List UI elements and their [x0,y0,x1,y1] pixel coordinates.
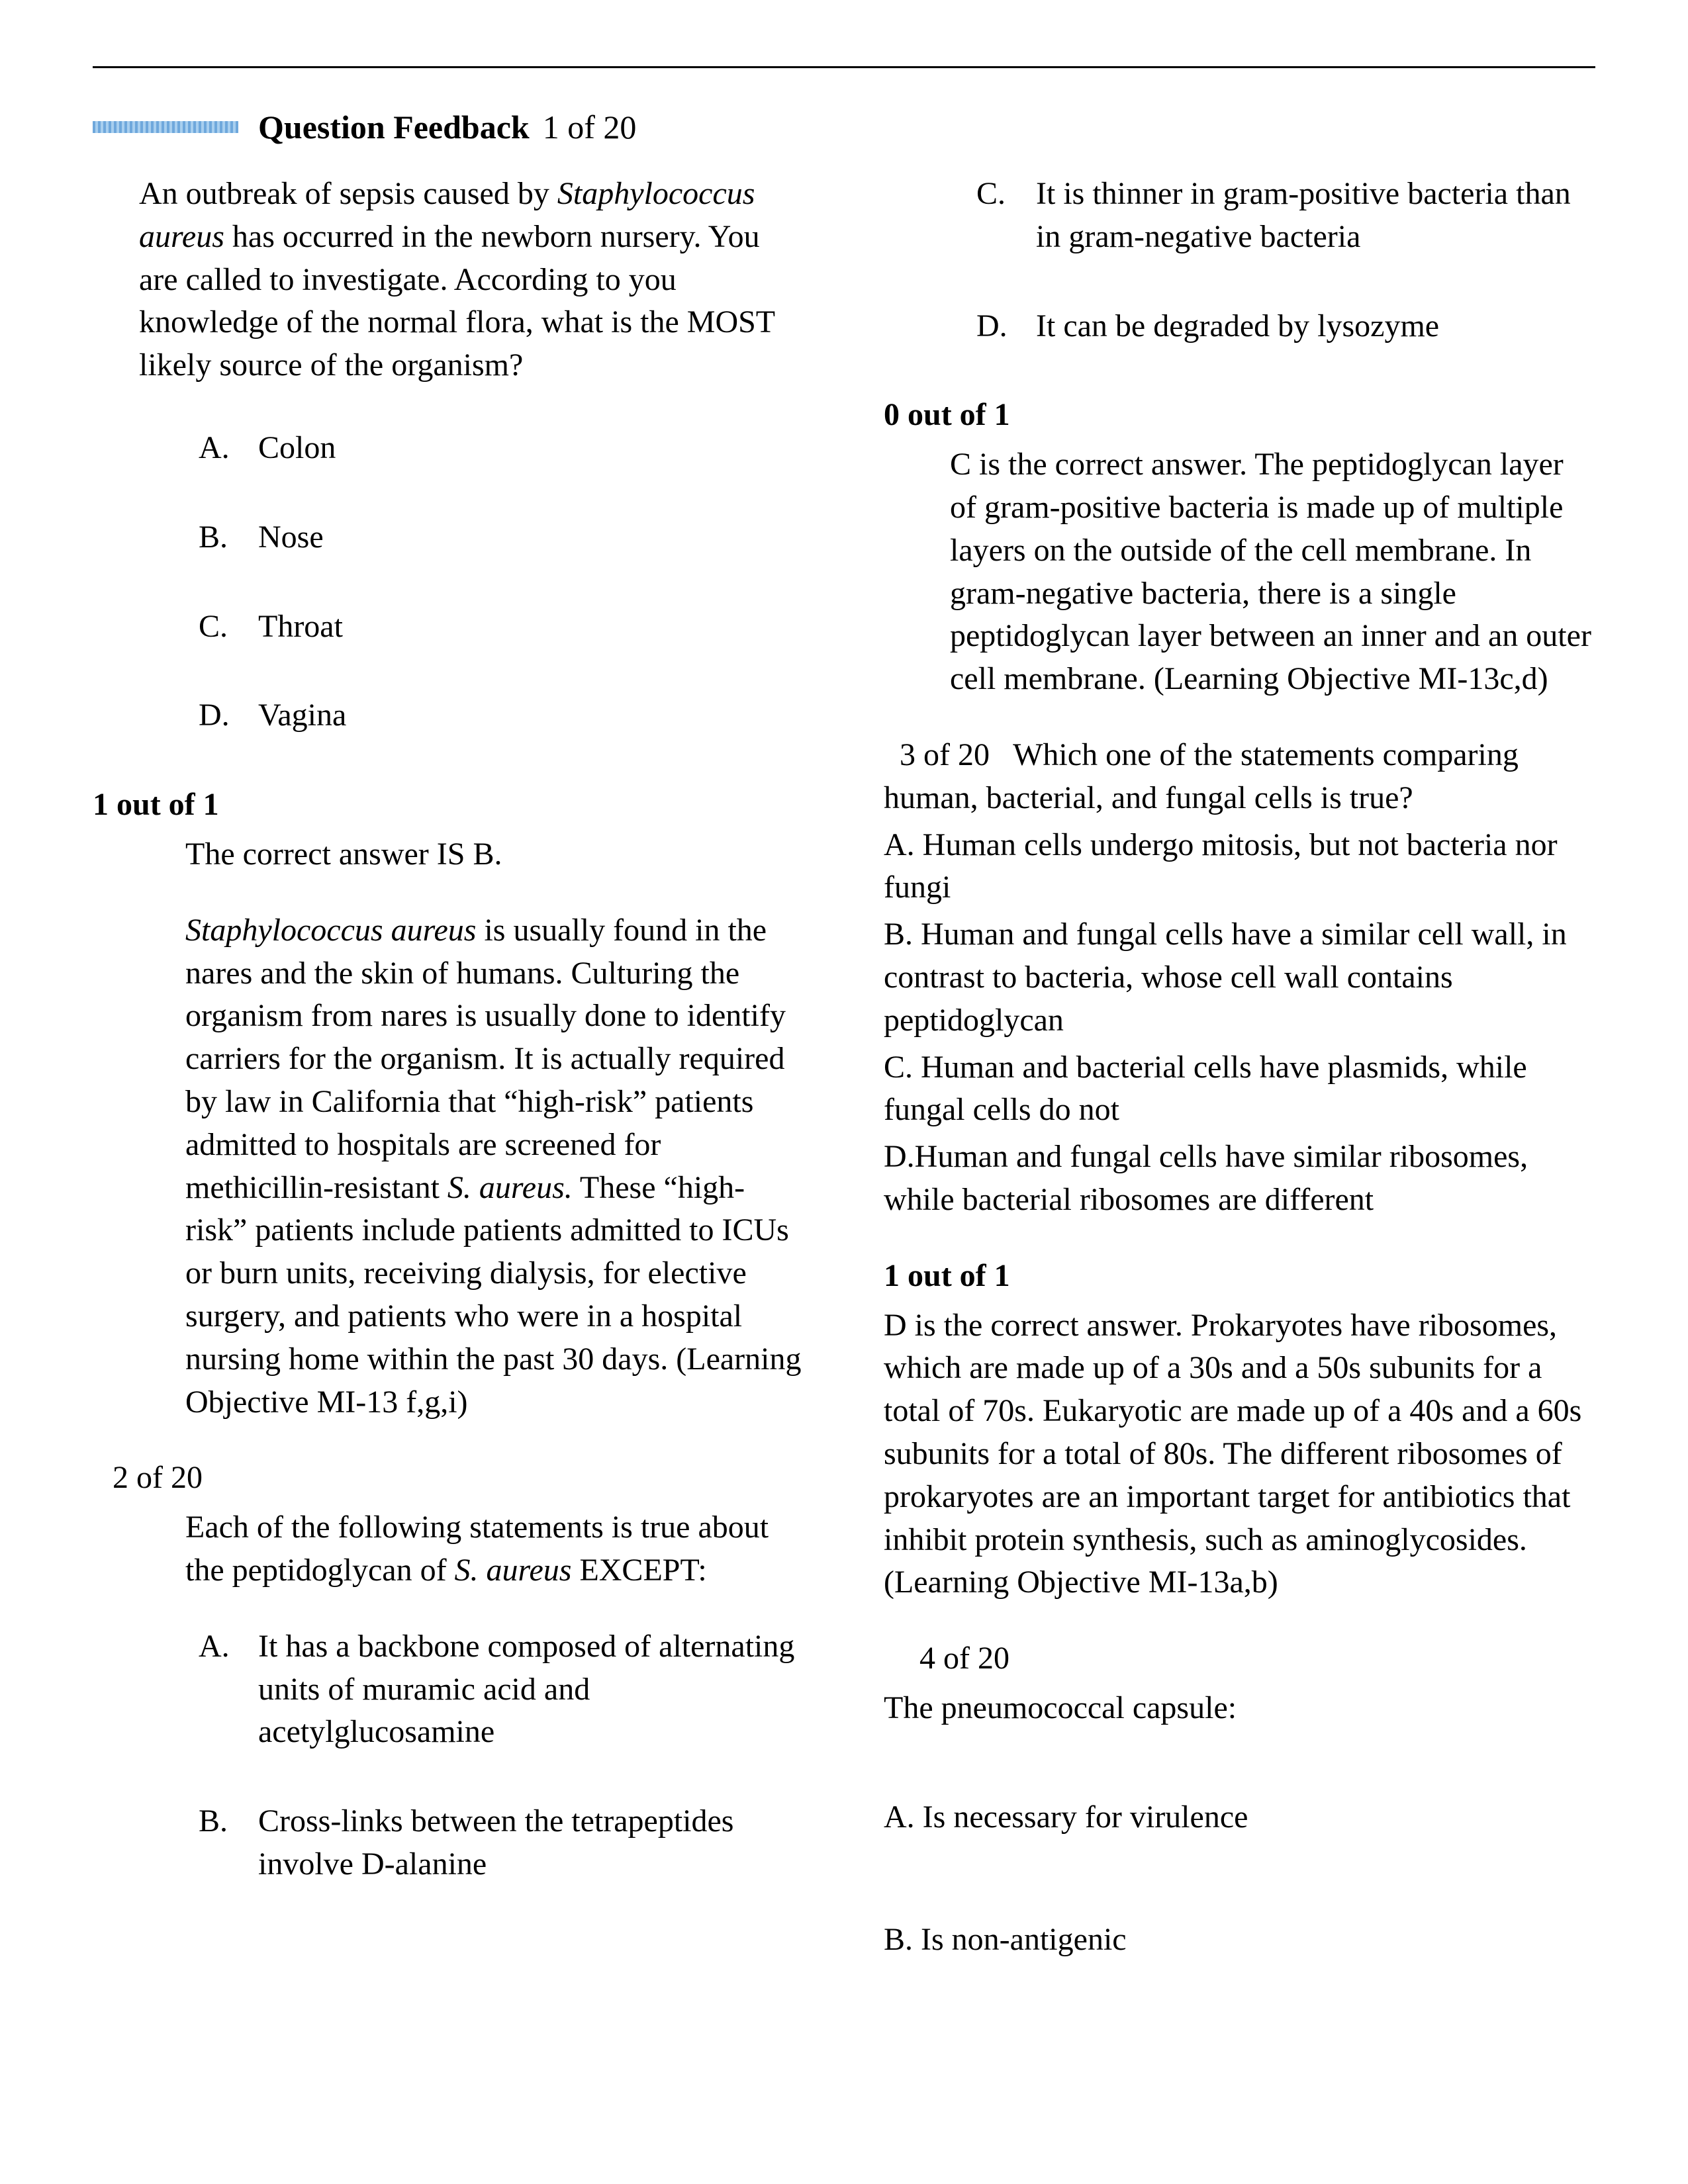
opt-text: Colon [258,427,336,470]
fb-text2: These “high-risk” patients include patie… [185,1170,802,1420]
q3-block: 3 of 20 Which one of the statements comp… [884,734,1595,1222]
q2-score: 0 out of 1 [884,394,1595,437]
opt-text: It can be degraded by lysozyme [1036,305,1439,348]
q2-stem-b: EXCEPT: [571,1553,706,1588]
q1-stem-pre: An outbreak of sepsis caused by [139,176,557,211]
opt-text: Throat [258,606,343,649]
q1-opt-d: D.Vagina [199,694,804,737]
opt-text: Nose [258,516,324,559]
q1-stem-post: has occurred in the newborn nursery. You… [139,219,774,383]
q2-opt-a: A. It has a backbone composed of alterna… [199,1625,804,1754]
fb-italic2: S. aureus. [447,1170,573,1205]
opt-text: Cross-links between the tetrapeptides in… [258,1800,804,1886]
q2-opt-c: C.It is thinner in gram-positive bacteri… [976,173,1595,259]
q2-options-left: A. It has a backbone composed of alterna… [199,1625,804,1886]
q1-feedback-2: Staphylococcus aureus is usually found i… [185,909,804,1424]
opt-letter: B. [199,1800,258,1886]
q3-opt-c: C. Human and bacterial cells have plasmi… [884,1046,1595,1132]
q1-options: A.Colon B. Nose C.Throat D.Vagina [199,427,804,737]
opt-letter: D. [976,305,1036,348]
opt-letter: A. [199,1625,258,1754]
header-counter: 1 of 20 [543,108,637,146]
q2-number: 2 of 20 [113,1457,804,1500]
q3-opt-b: B. Human and fungal cells have a similar… [884,913,1595,1042]
q3-num-stem: 3 of 20 Which one of the statements comp… [884,734,1595,820]
two-column-layout: An outbreak of sepsis caused by Staphylo… [93,173,1595,2040]
opt-text: It is thinner in gram-positive bacteria … [1036,173,1595,259]
q2-stem: Each of the following statements is true… [185,1506,804,1592]
opt-letter: C. [199,606,258,649]
left-column: An outbreak of sepsis caused by Staphylo… [93,173,804,2040]
q2-feedback: C is the correct answer. The peptidoglyc… [950,443,1595,701]
q3-opt-a: A. Human cells undergo mitosis, but not … [884,824,1595,910]
fb-text: is usually found in the nares and the sk… [185,913,786,1205]
opt-text: It has a backbone composed of alternatin… [258,1625,804,1754]
q2-options-right: C.It is thinner in gram-positive bacteri… [976,173,1595,347]
accent-bar [93,121,238,133]
q2-opt-d: D.It can be degraded by lysozyme [976,305,1595,348]
q1-stem: An outbreak of sepsis caused by Staphylo… [139,173,804,387]
q1-opt-c: C.Throat [199,606,804,649]
q1-opt-b: B. Nose [199,516,804,559]
q1-opt-a: A.Colon [199,427,804,470]
header-row: Question Feedback 1 of 20 [93,108,1595,146]
page: Question Feedback 1 of 20 An outbreak of… [0,0,1688,2184]
q4-opt-b: B. Is non-antigenic [884,1919,1595,1962]
q4-stem: The pneumococcal capsule: [884,1687,1595,1730]
top-rule [93,66,1595,68]
q3-feedback: D is the correct answer. Prokaryotes hav… [884,1304,1595,1605]
q4-number: 4 of 20 [904,1637,1595,1680]
opt-text: Vagina [258,694,346,737]
q1-feedback-1: The correct answer IS B. [185,833,804,876]
q2-stem-italic: S. aureus [455,1553,572,1588]
opt-letter: C. [976,173,1036,259]
q3-opt-d: D.Human and fungal cells have similar ri… [884,1136,1595,1222]
opt-letter: A. [199,427,258,470]
header-title: Question Feedback [258,108,530,146]
q1-score: 1 out of 1 [93,784,804,827]
q3-score: 1 out of 1 [884,1255,1595,1298]
fb-italic: Staphylococcus aureus [185,913,476,948]
q4-opt-a: A. Is necessary for virulence [884,1796,1595,1839]
q2-opt-b: B. Cross-links between the tetrapeptides… [199,1800,804,1886]
opt-letter: D. [199,694,258,737]
right-column: C.It is thinner in gram-positive bacteri… [884,173,1595,2040]
opt-letter: B. [199,516,258,559]
